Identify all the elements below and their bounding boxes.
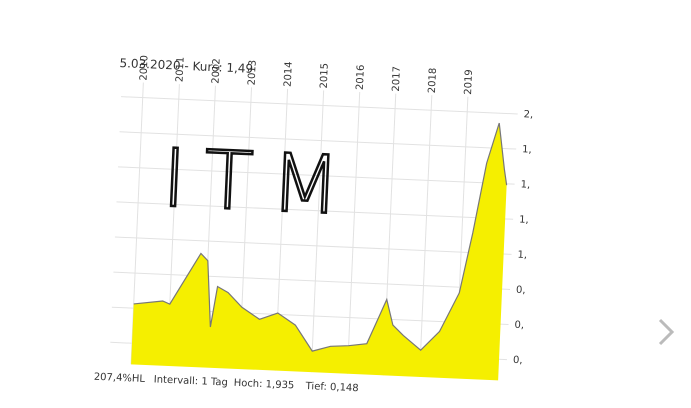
x-tick-label: 2010	[138, 55, 150, 81]
footer-label: Tief: 0,148	[304, 381, 359, 394]
grid-line	[310, 90, 325, 373]
plot: 2010 2011 2012 2013 2014 2015 2016 2017 2018 2019…	[110, 55, 533, 381]
footer: 207,4%HL Intervall: 1 Tag Hoch: 1,935 Tief:…	[94, 372, 359, 395]
grid-line	[114, 236, 512, 255]
grid-line	[117, 166, 515, 185]
y-tick-label: 1,	[520, 179, 530, 190]
x-tick-label: 2012	[211, 58, 223, 84]
y-tick-label: 0,	[516, 285, 526, 296]
x-tick-label: 2018	[427, 68, 439, 94]
y-tick-label: 0,	[514, 320, 524, 331]
y-tick-label: 0,	[513, 355, 523, 366]
next-arrow[interactable]	[658, 318, 675, 346]
price-line	[133, 122, 508, 352]
footer-label: Intervall: 1 Tag	[154, 374, 229, 388]
grid-line	[113, 271, 511, 290]
footer-label: Hoch: 1,935	[233, 378, 294, 392]
grid-line	[419, 95, 433, 377]
x-tick-label: 2013	[247, 60, 259, 86]
y-tick-label: 1,	[517, 250, 527, 261]
x-tick-label: 2016	[355, 64, 367, 90]
grid-line	[346, 92, 361, 374]
x-tick-label: 2015	[319, 63, 331, 89]
grid-line	[119, 131, 517, 150]
x-tick-label: 2017	[391, 66, 403, 92]
x-tick-label: 2019	[463, 69, 475, 95]
chart-title: 5.03.2020 - Kurs: 1,49	[119, 56, 253, 76]
x-tick-label: 2014	[283, 61, 295, 87]
y-tick-label: 2,	[523, 109, 533, 120]
grid-line	[116, 201, 514, 220]
grid-line	[121, 96, 518, 115]
y-tick-label: 1,	[519, 215, 529, 226]
footer-label: 207,4%HL	[94, 372, 146, 385]
chart-photo: 2010 2011 2012 2013 2014 2015 2016 2017 2018 2019…	[94, 53, 538, 402]
area	[131, 123, 507, 381]
y-tick-label: 1,	[522, 144, 532, 155]
handwriting: ITM	[161, 132, 360, 233]
x-tick-label: 2011	[175, 57, 187, 83]
